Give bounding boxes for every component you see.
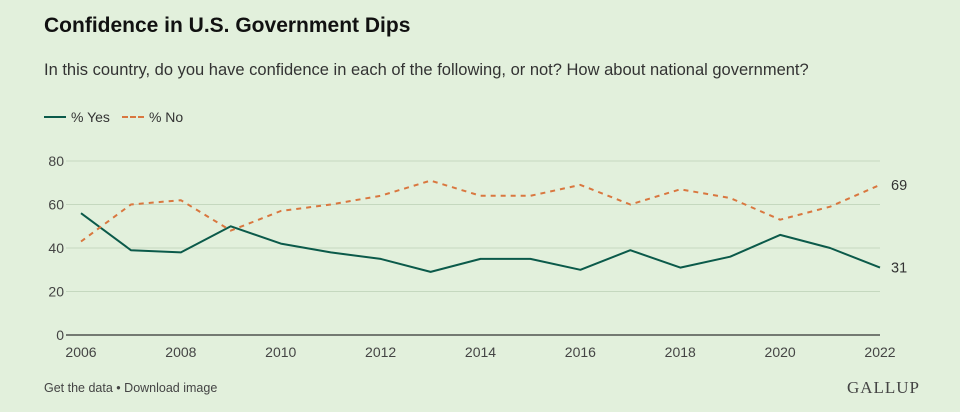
legend-swatch-yes — [44, 116, 66, 118]
data-point-yes-2006 — [79, 211, 84, 216]
data-point-no-2021 — [828, 204, 833, 209]
data-point-no-2008 — [178, 198, 183, 203]
footer-separator: • — [116, 381, 121, 395]
legend: % Yes % No — [44, 109, 195, 125]
data-point-no-2022 — [878, 182, 883, 187]
chart-title: Confidence in U.S. Government Dips — [44, 14, 411, 37]
download-image-link[interactable]: Download image — [124, 381, 218, 395]
x-tick-label-2022: 2022 — [864, 344, 895, 360]
data-point-yes-2014 — [478, 256, 483, 261]
series-line-yes — [80, 212, 881, 273]
series-line-no — [80, 179, 881, 243]
data-point-no-2020 — [778, 217, 783, 222]
data-point-yes-2015 — [528, 256, 533, 261]
y-tick-label-40: 40 — [48, 240, 64, 256]
data-point-yes-2020 — [778, 232, 783, 237]
data-point-yes-2018 — [678, 265, 683, 270]
end-label-no: 69 — [891, 178, 907, 194]
legend-item-yes: % Yes — [44, 109, 110, 125]
x-tick-label-2012: 2012 — [365, 344, 396, 360]
data-point-yes-2009 — [228, 224, 233, 229]
data-point-no-2011 — [328, 202, 333, 207]
data-point-yes-2010 — [278, 241, 283, 246]
chart-subtitle: In this country, do you have confidence … — [44, 61, 809, 79]
data-point-no-2015 — [528, 193, 533, 198]
data-point-no-2010 — [278, 209, 283, 214]
x-tick-label-2010: 2010 — [265, 344, 296, 360]
x-tick-label-2018: 2018 — [665, 344, 696, 360]
data-point-no-2006 — [79, 239, 84, 244]
data-point-yes-2011 — [328, 250, 333, 255]
data-point-yes-2017 — [628, 248, 633, 253]
gallup-logo: GALLUP — [846, 378, 920, 397]
data-point-no-2009 — [228, 228, 233, 233]
data-point-no-2012 — [378, 193, 383, 198]
data-point-yes-2021 — [828, 246, 833, 251]
data-point-no-2018 — [678, 187, 683, 192]
x-tick-label-2008: 2008 — [165, 344, 196, 360]
data-point-no-2016 — [578, 182, 583, 187]
data-point-no-2017 — [628, 202, 633, 207]
data-point-no-2007 — [128, 202, 133, 207]
data-point-yes-2013 — [428, 269, 433, 274]
legend-item-no: % No — [121, 109, 184, 125]
end-label-yes: 31 — [891, 261, 907, 277]
y-tick-label-0: 0 — [56, 327, 64, 343]
data-point-yes-2022 — [878, 265, 883, 270]
x-tick-label-2016: 2016 — [565, 344, 596, 360]
data-point-yes-2016 — [578, 267, 583, 272]
legend-label-yes: % Yes — [71, 109, 110, 125]
data-point-yes-2007 — [128, 248, 133, 253]
footer: Get the data • Download image — [44, 381, 217, 395]
legend-label-no: % No — [148, 109, 184, 125]
y-tick-label-60: 60 — [48, 197, 64, 213]
data-point-no-2014 — [478, 193, 483, 198]
x-tick-label-2006: 2006 — [65, 344, 96, 360]
y-tick-label-20: 20 — [48, 284, 64, 300]
x-tick-label-2014: 2014 — [465, 344, 496, 360]
data-point-yes-2012 — [378, 256, 383, 261]
data-point-no-2013 — [428, 178, 433, 183]
y-tick-label-80: 80 — [48, 153, 64, 169]
data-point-yes-2019 — [728, 254, 733, 259]
x-tick-label-2020: 2020 — [765, 344, 796, 360]
data-point-no-2019 — [728, 195, 733, 200]
legend-swatch-no — [121, 116, 144, 118]
data-point-yes-2008 — [178, 250, 183, 255]
get-data-link[interactable]: Get the data — [44, 381, 113, 395]
